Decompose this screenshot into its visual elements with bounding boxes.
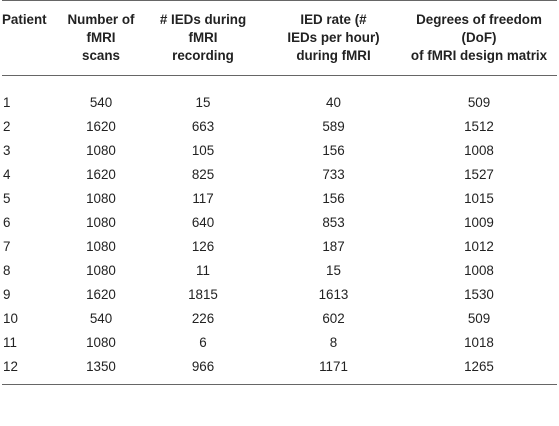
patient-cell: 11 <box>3 334 17 350</box>
fmri-scans-cell: 540 <box>89 94 113 110</box>
ied-rate-cell: 1613 <box>318 286 349 302</box>
table-header: Patient Number of fMRI scans # IEDs duri… <box>2 0 557 76</box>
fmri-scans-cell: 1080 <box>86 190 116 206</box>
patients-table: Patient Number of fMRI scans # IEDs duri… <box>2 0 557 385</box>
ieds-cell: 226 <box>191 310 215 326</box>
ieds-cell: 663 <box>191 118 215 134</box>
dof-cell: 1265 <box>401 354 557 385</box>
table-row: 2 1620 663 589 1512 <box>2 114 557 138</box>
fmri-scans-cell: 1080 <box>86 334 116 350</box>
header-line: during fMRI <box>296 48 371 63</box>
ied-rate-cell: 187 <box>322 238 345 254</box>
patient-cell: 5 <box>3 190 11 206</box>
ieds-cell: 15 <box>195 94 211 110</box>
ieds-cell: 117 <box>192 190 214 206</box>
ied-rate-cell: 733 <box>322 166 345 182</box>
ieds-cell: 126 <box>191 238 215 254</box>
header-patient: Patient <box>2 0 62 76</box>
patient-cell: 9 <box>3 286 11 302</box>
table-row: 7 1080 126 187 1012 <box>2 234 557 258</box>
dof-cell: 1512 <box>464 118 494 134</box>
header-line: Patient <box>2 12 47 27</box>
header-row: Patient Number of fMRI scans # IEDs duri… <box>2 0 557 76</box>
header-line: Degrees of freedom <box>416 12 542 27</box>
table-row: 4 1620 825 733 1527 <box>2 162 557 186</box>
ied-rate-cell: 15 <box>326 262 341 278</box>
fmri-scans-cell: 1620 <box>86 118 116 134</box>
fmri-scans-cell: 1620 <box>86 166 116 182</box>
table-row: 1 540 15 40 509 <box>2 76 557 115</box>
header-ied-rate: IED rate (# IEDs per hour) during fMRI <box>266 0 401 76</box>
ieds-cell: 105 <box>191 142 215 158</box>
fmri-scans-cell: 540 <box>89 310 113 326</box>
ieds-cell: 6 <box>199 334 207 350</box>
patient-cell: 10 <box>3 310 18 326</box>
dof-cell: 509 <box>467 310 491 326</box>
patient-cell: 4 <box>3 166 11 182</box>
dof-cell: 1012 <box>464 238 494 254</box>
dof-cell: 509 <box>467 94 491 110</box>
ied-rate-cell: 156 <box>322 190 345 206</box>
dof-cell: 1008 <box>464 142 494 158</box>
table-row: 10 540 226 602 509 <box>2 306 557 330</box>
fmri-scans-cell: 1080 <box>86 238 116 254</box>
header-line: IEDs per hour) <box>287 30 380 45</box>
ieds-cell: 966 <box>140 354 266 385</box>
ied-rate-cell: 8 <box>329 334 338 350</box>
ieds-cell: 640 <box>191 214 215 230</box>
ieds-cell: 1815 <box>188 286 218 302</box>
ied-rate-cell: 589 <box>322 118 345 134</box>
dof-cell: 1527 <box>464 166 494 182</box>
header-line: Number of <box>67 12 135 27</box>
ieds-cell: 11 <box>196 262 210 278</box>
dof-cell: 1018 <box>464 334 494 350</box>
ied-rate-cell: 853 <box>322 214 345 230</box>
fmri-scans-cell: 1080 <box>86 262 116 278</box>
table-row: 6 1080 640 853 1009 <box>2 210 557 234</box>
ieds-cell: 825 <box>191 166 215 182</box>
patient-cell: 3 <box>3 142 11 158</box>
header-line: of fMRI design matrix <box>410 48 548 63</box>
dof-cell: 1530 <box>464 286 494 302</box>
ied-rate-cell: 602 <box>322 310 345 326</box>
fmri-scans-cell: 1080 <box>86 142 116 158</box>
dof-cell: 1008 <box>464 262 494 278</box>
patient-cell: 8 <box>3 262 11 278</box>
header-line: # IEDs during <box>159 12 247 27</box>
header-ieds-during-fmri: # IEDs during fMRI recording <box>140 0 266 76</box>
ied-rate-cell: 40 <box>326 94 341 110</box>
header-degrees-of-freedom: Degrees of freedom (DoF) of fMRI design … <box>401 0 557 76</box>
table-row: 5 1080 117 156 1015 <box>2 186 557 210</box>
table-row: 12 1350 966 1171 1265 <box>2 354 557 385</box>
table-body: 1 540 15 40 509 2 1620 663 589 1512 3 1080 105 156 100… <box>2 76 557 385</box>
header-line: fMRI <box>188 30 218 45</box>
data-table-container: Patient Number of fMRI scans # IEDs duri… <box>2 0 557 385</box>
header-number-of-fmri-scans: Number of fMRI scans <box>62 0 140 76</box>
table-row: 3 1080 105 156 1008 <box>2 138 557 162</box>
patient-cell: 2 <box>3 118 11 134</box>
patient-cell: 1 <box>3 94 11 110</box>
table-row: 9 1620 1815 1613 1530 <box>2 282 557 306</box>
header-line: IED rate (# <box>300 12 367 27</box>
fmri-scans-cell: 1080 <box>86 214 116 230</box>
patient-cell: 7 <box>3 238 11 254</box>
header-line: fMRI <box>86 30 116 45</box>
header-line: scans <box>82 48 120 63</box>
header-line: (DoF) <box>461 30 497 45</box>
fmri-scans-cell: 1350 <box>62 354 140 385</box>
patient-cell: 6 <box>3 214 11 230</box>
table-row: 8 1080 11 15 1008 <box>2 258 557 282</box>
ied-rate-cell: 156 <box>322 142 345 158</box>
fmri-scans-cell: 1620 <box>86 286 116 302</box>
ied-rate-cell: 1171 <box>266 354 401 385</box>
header-line: recording <box>172 48 234 63</box>
table-row: 11 1080 6 8 1018 <box>2 330 557 354</box>
patient-cell: 12 <box>2 354 62 385</box>
dof-cell: 1015 <box>464 190 494 206</box>
dof-cell: 1009 <box>464 214 494 230</box>
